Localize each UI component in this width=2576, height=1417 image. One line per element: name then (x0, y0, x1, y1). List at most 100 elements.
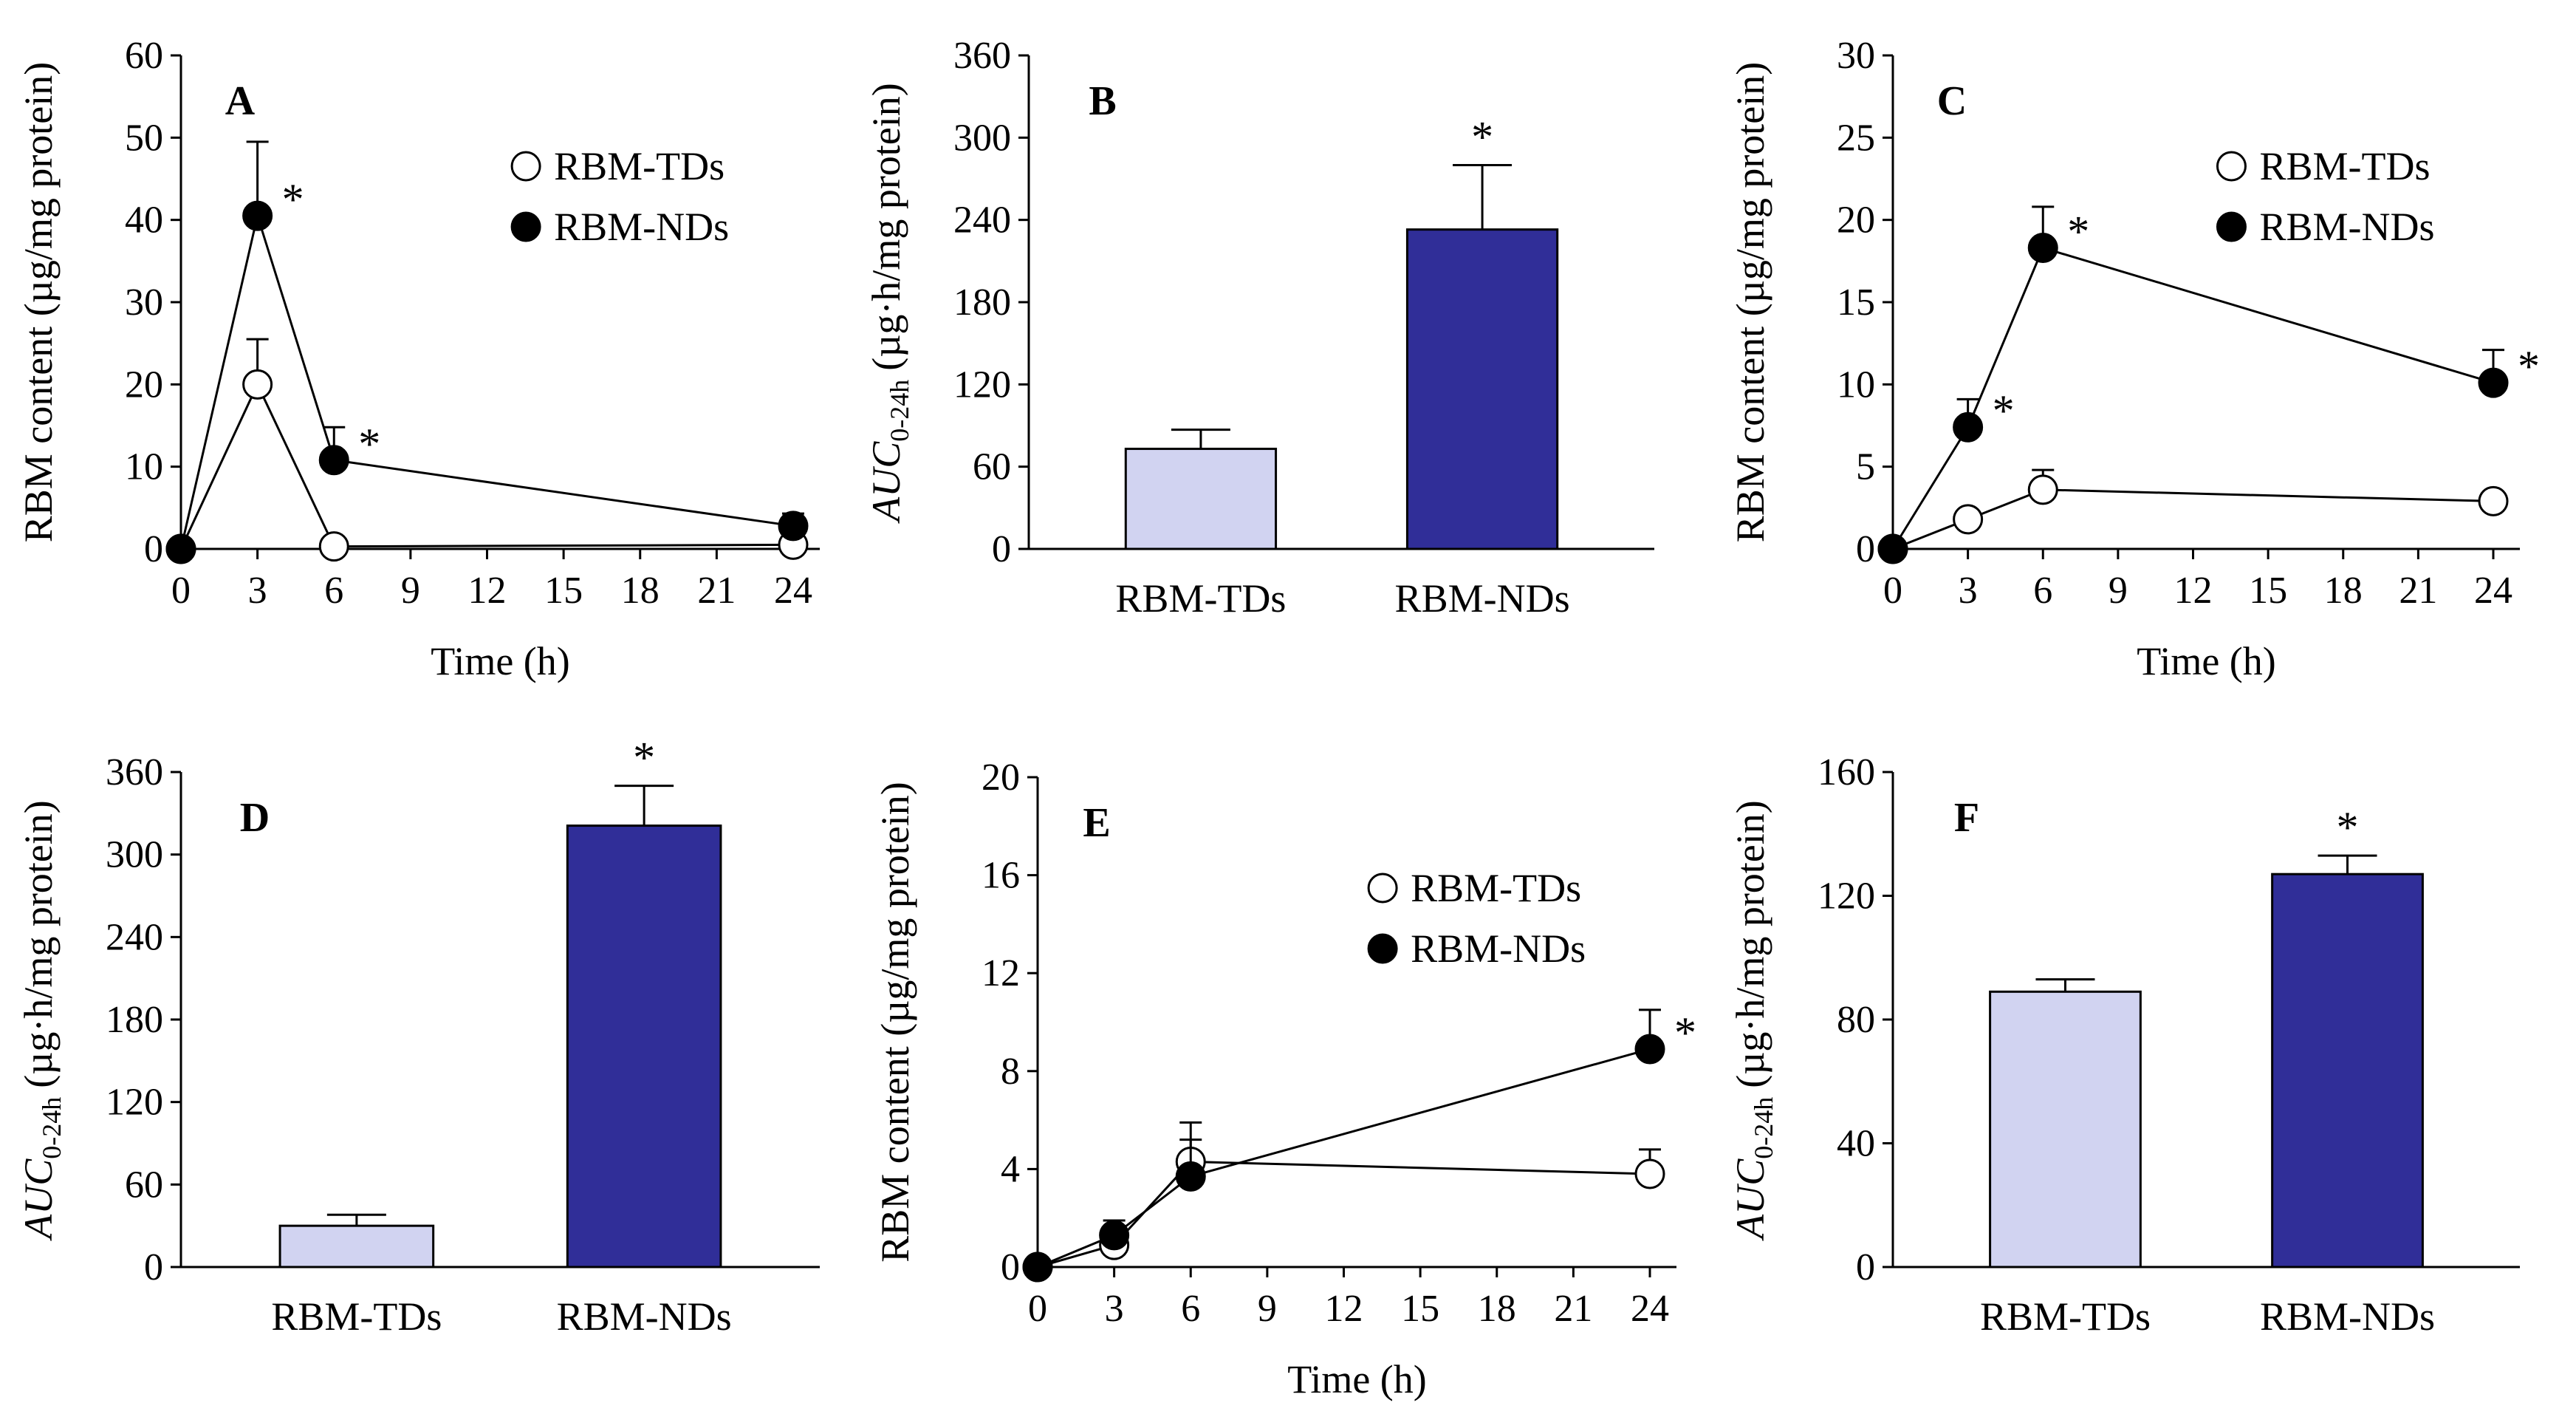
x-tick-label: 3 (1959, 570, 1978, 612)
legend-label: RBM-TDs (1411, 866, 1581, 910)
legend-marker (1367, 933, 1398, 964)
y-tick-label: 8 (1001, 1051, 1020, 1093)
y-tick-label: 180 (953, 281, 1011, 324)
y-tick-label: 60 (973, 446, 1011, 488)
data-point (1022, 1252, 1053, 1283)
x-tick-label: 21 (697, 570, 736, 612)
y-tick-label: 120 (953, 363, 1011, 406)
y-tick-label: 0 (992, 528, 1011, 570)
series-nds (165, 140, 809, 564)
y-axis-label-rest: (µg·h/mg protein) (864, 83, 908, 371)
category-label: RBM-NDs (2260, 1294, 2435, 1339)
y-axis-label: AUC0-24h (µg·h/mg protein) (864, 83, 914, 524)
y-tick-label: 20 (1837, 199, 1875, 242)
data-point (1634, 1158, 1665, 1189)
y-tick-label: 60 (125, 1164, 163, 1206)
y-tick-label: 25 (1837, 117, 1875, 159)
x-tick-label: 15 (544, 570, 583, 612)
y-axis-label-sub: 0-24h (37, 1097, 66, 1159)
y-tick-label: 30 (1837, 35, 1875, 77)
y-tick-label: 160 (1818, 751, 1875, 793)
y-axis-label: RBM content (µg/mg protein) (16, 62, 61, 543)
x-tick-label: 6 (1181, 1288, 1200, 1330)
y-tick-label: 0 (1001, 1246, 1020, 1288)
y-tick-label: 60 (125, 35, 163, 77)
panel-c: 0 5 10 15 20 25 30 C 0 3 6 9 12 15 18 21 24 Time (h) RBM c… (1728, 35, 2540, 683)
y-tick-label: 10 (1837, 363, 1875, 406)
y-tick-label: 30 (125, 281, 163, 324)
x-tick-label: 6 (324, 570, 343, 612)
bar (1989, 990, 2142, 1269)
series-nds (1877, 205, 2509, 564)
significance-star: * (2518, 342, 2540, 391)
y-axis-label: AUC0-24h (µg·h/mg protein) (1728, 800, 1778, 1241)
data-point (2478, 485, 2509, 516)
legend-label: RBM-NDs (2259, 205, 2434, 249)
legend-marker (510, 151, 541, 182)
y-tick-label: 360 (953, 35, 1011, 77)
x-tick-label: 21 (2399, 570, 2437, 612)
legend-label: RBM-TDs (554, 144, 724, 188)
category-label: RBM-NDs (1395, 576, 1570, 621)
bar (1124, 448, 1278, 550)
y-axis-label-main: AUC (16, 1158, 61, 1241)
y-axis-label-sub: 0-24h (1749, 1097, 1778, 1159)
panel-label: F (1954, 795, 1979, 841)
y-tick-label: 240 (953, 199, 1011, 242)
y-axis-label-sub: 0-24h (885, 380, 914, 442)
bar (278, 1224, 435, 1269)
y-tick-label: 15 (1837, 281, 1875, 324)
category-label: RBM-NDs (557, 1294, 732, 1339)
category-label: RBM-TDs (1980, 1294, 2151, 1339)
y-axis-label-rest: (µg·h/mg protein) (1728, 800, 1772, 1088)
series-line (179, 211, 794, 550)
x-tick-label: 12 (2174, 570, 2213, 612)
y-axis-label-main: AUC (1728, 1158, 1772, 1241)
y-tick-label: 0 (1856, 528, 1875, 570)
significance-star: * (1993, 386, 2015, 435)
significance-star: * (282, 175, 304, 224)
y-tick-label: 40 (1837, 1123, 1875, 1165)
significance-star: * (2067, 208, 2089, 256)
x-tick-label: 21 (1554, 1288, 1592, 1330)
data-point (165, 533, 196, 564)
x-tick-label: 18 (621, 570, 660, 612)
x-tick-label: 15 (2249, 570, 2287, 612)
x-tick-label: 6 (2033, 570, 2052, 612)
data-point (242, 369, 273, 400)
legend-label: RBM-TDs (2259, 144, 2430, 188)
data-point (242, 200, 273, 231)
x-tick-label: 18 (2324, 570, 2363, 612)
x-tick-label: 15 (1401, 1288, 1439, 1330)
bar (1405, 228, 1559, 550)
y-tick-label: 80 (1837, 999, 1875, 1041)
category-label: RBM-TDs (271, 1294, 442, 1339)
significance-star: * (358, 420, 380, 468)
data-point (2027, 233, 2058, 264)
x-tick-label: 3 (1105, 1288, 1124, 1330)
legend-marker (510, 211, 541, 242)
data-point (1175, 1161, 1206, 1192)
panel-a: 0 10 20 30 40 50 60 A 0 3 6 9 12 15 18 21 24 Time (h) RBM … (16, 35, 820, 683)
y-tick-label: 120 (1818, 875, 1875, 918)
y-tick-label: 12 (982, 952, 1020, 994)
x-tick-label: 12 (468, 570, 507, 612)
y-tick-label: 360 (106, 751, 163, 793)
data-point (318, 531, 349, 562)
data-point (2027, 474, 2058, 505)
y-tick-label: 180 (106, 999, 163, 1041)
x-axis-label: Time (h) (2137, 639, 2276, 683)
x-tick-label: 3 (248, 570, 267, 612)
series-tds (165, 338, 809, 564)
series-line (1891, 246, 2494, 550)
legend-marker (1367, 873, 1398, 904)
legend-label: RBM-NDs (554, 205, 729, 249)
x-tick-label: 18 (1478, 1288, 1516, 1330)
y-tick-label: 5 (1856, 446, 1875, 488)
x-tick-label: 9 (1258, 1288, 1277, 1330)
panel-label: A (225, 78, 256, 124)
data-point (1634, 1034, 1665, 1065)
x-tick-label: 0 (1028, 1288, 1047, 1330)
panel-label: C (1937, 78, 1967, 124)
y-tick-label: 300 (953, 117, 1011, 159)
